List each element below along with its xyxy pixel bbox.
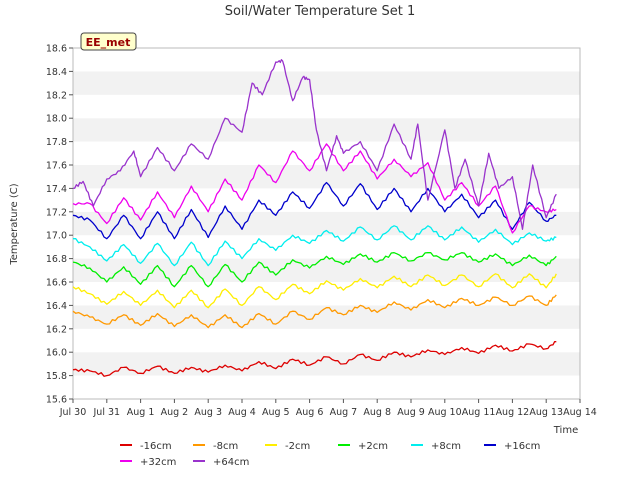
grid-band	[73, 118, 580, 142]
y-tick-label: 16.6	[46, 278, 67, 289]
legend-label: +8cm	[431, 441, 461, 452]
grid-band	[73, 211, 580, 236]
series-line--2cm	[72, 273, 557, 309]
y-tick-label: 18.4	[46, 67, 67, 78]
y-tick-label: 15.6	[46, 395, 67, 406]
series-line-+16cm	[72, 181, 557, 240]
legend-item: -8cm	[193, 441, 238, 452]
y-tick-label: 17.8	[46, 137, 67, 148]
x-tick-label: Aug 14	[563, 407, 597, 418]
grid-band	[73, 141, 580, 165]
x-tick-label: Aug 1	[127, 407, 155, 418]
y-tick-label: 18.0	[46, 114, 67, 125]
y-tick-label: 16.0	[46, 348, 67, 359]
x-tick-label: Aug 4	[228, 407, 256, 418]
series-line-+32cm	[72, 143, 557, 234]
y-tick-label: 17.2	[46, 207, 67, 218]
x-tick-label: Jul 31	[93, 407, 121, 418]
x-tick-label: Aug 11	[462, 407, 496, 418]
x-tick-label: Aug 5	[262, 407, 290, 418]
legend-label: +64cm	[213, 457, 249, 468]
legend-item: +2cm	[338, 441, 388, 452]
series-line-+64cm	[72, 59, 557, 230]
grid-band	[73, 71, 580, 95]
x-axis-label: Time	[553, 425, 578, 436]
y-tick-label: 16.4	[46, 301, 67, 312]
x-tick-label: Aug 10	[428, 407, 462, 418]
series-line--16cm	[72, 341, 557, 377]
plot-area	[72, 47, 581, 400]
series-line--8cm	[72, 294, 557, 329]
legend-label: -2cm	[285, 441, 310, 452]
series-line-+2cm	[72, 251, 557, 288]
legend-item: +32cm	[120, 457, 176, 468]
x-tick-label: Aug 8	[363, 407, 391, 418]
y-axis-label: Temperature (C)	[9, 183, 20, 265]
grid-band	[73, 258, 580, 282]
series-line-+8cm	[73, 225, 557, 267]
legend-label: +16cm	[504, 441, 540, 452]
y-tick-label: 18.6	[46, 44, 67, 55]
legend-label: +2cm	[358, 441, 388, 452]
grid-bands	[73, 48, 580, 399]
grid-band	[73, 375, 580, 399]
grid-band	[73, 235, 580, 259]
series-lines	[72, 59, 557, 377]
legend-item: -16cm	[120, 441, 172, 452]
grid-band	[73, 305, 580, 329]
x-tick-label: Aug 6	[296, 407, 324, 418]
y-tick-label: 17.4	[46, 184, 67, 195]
x-tick-label: Aug 13	[529, 407, 563, 418]
x-tick-label: Aug 7	[330, 407, 358, 418]
chart-title: Soil/Water Temperature Set 1	[225, 4, 416, 19]
legend-label: -8cm	[213, 441, 238, 452]
grid-band	[73, 188, 580, 212]
legend-item: +64cm	[193, 457, 249, 468]
x-tick-label: Aug 12	[496, 407, 530, 418]
y-tick-label: 15.8	[46, 371, 67, 382]
x-tick-label: Aug 2	[161, 407, 189, 418]
legend: -16cm -8cm -2cm +2cm +8cm +16cm +32cm +64cm	[120, 441, 540, 468]
grid-band	[73, 328, 580, 353]
grid-band	[73, 352, 580, 376]
y-tick-label: 17.6	[46, 161, 67, 172]
x-tick-label: Aug 3	[194, 407, 222, 418]
x-tick-label: Jul 30	[59, 407, 87, 418]
y-tick-label: 18.2	[46, 90, 67, 101]
y-tick-label: 17.0	[46, 231, 67, 242]
y-tick-label: 16.8	[46, 254, 67, 265]
legend-label: +32cm	[140, 457, 176, 468]
x-tick-label: Aug 9	[397, 407, 425, 418]
site-label: EE_met	[86, 36, 131, 49]
y-tick-label: 16.2	[46, 324, 67, 335]
x-axis: Jul 30 Jul 31 Aug 1 Aug 2 Aug 3 Aug 4 Aug 5 Aug…	[59, 399, 597, 418]
site-label-box: EE_met	[80, 32, 137, 51]
y-axis: 15.6 15.8 16.0 16.2 16.4 16.6 16.8 17.0 17.2 17.4…	[46, 44, 73, 406]
legend-label: -16cm	[140, 441, 172, 452]
grid-band	[73, 94, 580, 119]
legend-item: +8cm	[411, 441, 461, 452]
legend-item: +16cm	[484, 441, 540, 452]
grid-band	[73, 48, 580, 72]
legend-item: -2cm	[265, 441, 310, 452]
